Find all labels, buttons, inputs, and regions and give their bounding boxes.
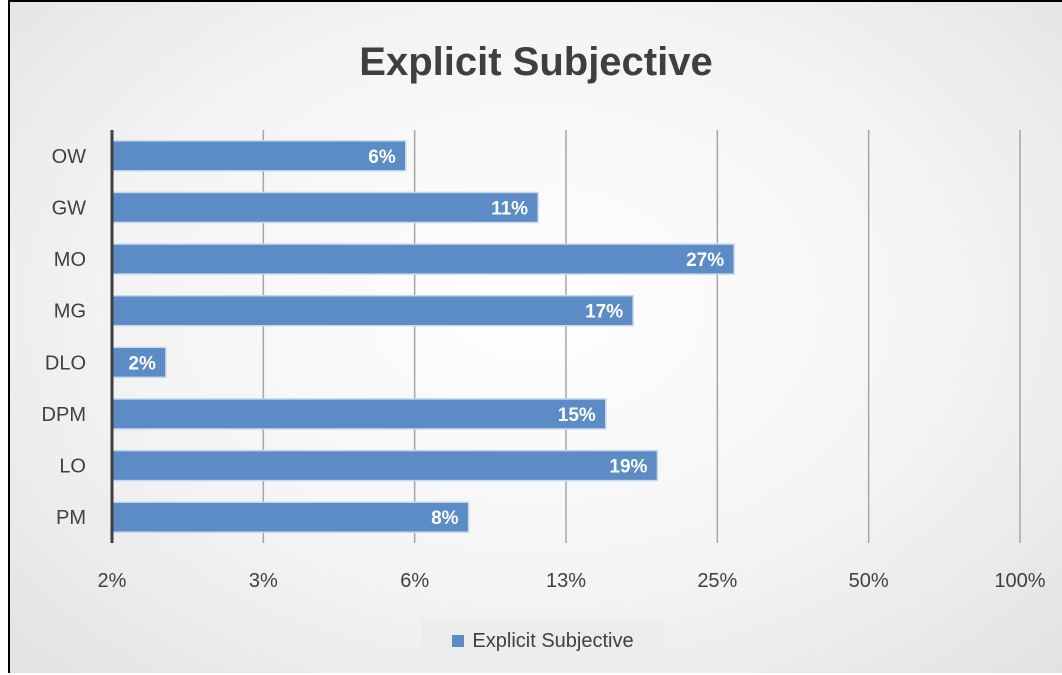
bar-data-label: 11% bbox=[491, 198, 528, 219]
category-label: LO bbox=[59, 456, 86, 478]
bar-data-label: 19% bbox=[609, 457, 647, 478]
bar-data-label: 8% bbox=[431, 508, 459, 529]
bar bbox=[111, 294, 634, 327]
bar-chart: 6% 11% 27% 17% 2% 15% 19% 8% OW GW MO MG DLO DPM LO PM… bbox=[42, 130, 1046, 592]
bar-labels: 6% 11% 27% 17% 2% 15% 19% 8% bbox=[128, 147, 724, 529]
category-label: MO bbox=[54, 249, 86, 271]
bar bbox=[111, 191, 539, 224]
chart-frame: Explicit Subjective 6% 11% 27% 17% 2% 15% 19% 8… bbox=[8, 0, 1062, 673]
x-tick-label: 6% bbox=[400, 570, 429, 592]
x-tick-label: 13% bbox=[546, 570, 586, 592]
x-tick-label: 50% bbox=[849, 570, 889, 592]
category-label: MG bbox=[54, 301, 86, 323]
bar bbox=[111, 346, 167, 379]
bar bbox=[111, 140, 407, 172]
category-labels: OW GW MO MG DLO DPM LO PM bbox=[42, 146, 87, 529]
bar bbox=[111, 243, 735, 275]
bar bbox=[111, 398, 607, 430]
category-label: OW bbox=[52, 146, 87, 168]
x-tick-labels: 2% 3% 6% 13% 25% 50% 100% bbox=[98, 570, 1046, 592]
category-label: DPM bbox=[42, 404, 86, 426]
chart-title: Explicit Subjective bbox=[359, 40, 713, 84]
legend-swatch bbox=[452, 635, 465, 647]
x-tick-label: 2% bbox=[98, 570, 127, 592]
category-label: PM bbox=[56, 507, 86, 529]
bar-data-label: 15% bbox=[558, 405, 596, 426]
legend-label: Explicit Subjective bbox=[472, 629, 634, 652]
legend: Explicit Subjective bbox=[422, 619, 664, 663]
bars bbox=[111, 140, 735, 533]
x-tick-label: 25% bbox=[697, 570, 737, 592]
category-label: GW bbox=[52, 197, 87, 219]
bar-data-label: 2% bbox=[128, 353, 156, 374]
bar-data-label: 6% bbox=[368, 147, 396, 168]
bar-data-label: 17% bbox=[585, 302, 623, 323]
bar bbox=[111, 501, 470, 533]
category-label: DLO bbox=[45, 352, 86, 374]
x-tick-label: 100% bbox=[994, 570, 1045, 592]
bar-data-label: 27% bbox=[686, 250, 724, 271]
bar bbox=[111, 449, 659, 482]
x-tick-label: 3% bbox=[249, 570, 278, 592]
